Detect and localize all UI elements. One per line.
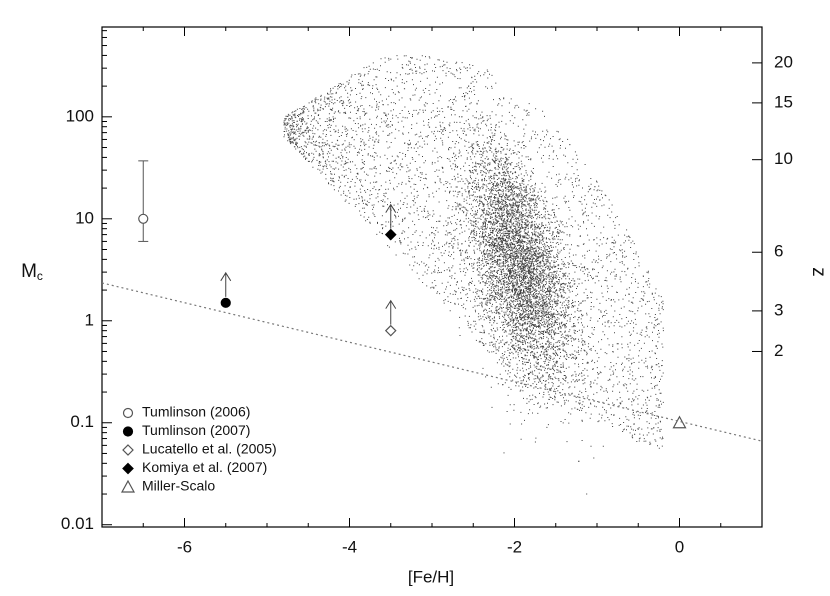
x-axis-label: [Fe/H]	[408, 567, 454, 586]
legend-label: Tumlinson (2006)	[142, 404, 250, 420]
legend-marker	[122, 407, 134, 419]
legend-marker	[122, 462, 134, 475]
legend-marker	[122, 444, 134, 456]
y-tick-label: 1	[85, 310, 94, 329]
y2-tick-label: 15	[774, 92, 793, 111]
y-tick-label: 100	[66, 106, 94, 125]
data-point	[672, 415, 687, 429]
y2-tick-label: 20	[774, 52, 793, 71]
y2-tick-label: 3	[774, 300, 783, 319]
legend-label: Komiya et al. (2007)	[142, 459, 267, 475]
y2-tick-label: 2	[774, 341, 783, 360]
data-point	[138, 213, 149, 224]
y-axis-label-main: M	[21, 261, 37, 282]
y-axis-label: Mc	[21, 261, 43, 283]
y2-tick-label: 6	[774, 242, 783, 261]
x-tick-label: 0	[675, 537, 684, 556]
model-cloud	[283, 55, 664, 495]
x-tick-label: -4	[342, 537, 357, 556]
y2-axis-label: z	[808, 267, 829, 277]
data-point	[384, 228, 397, 241]
legend-marker	[120, 479, 136, 493]
trend-line	[101, 282, 763, 442]
y-tick-label: 0.01	[61, 514, 94, 533]
x-tick-label: -2	[507, 537, 522, 556]
legend-label: Lucatello et al. (2005)	[142, 441, 277, 457]
y-tick-label: 0.1	[70, 412, 94, 431]
y-tick-label: 10	[75, 208, 94, 227]
data-point	[384, 324, 397, 337]
x-tick-label: -6	[177, 537, 192, 556]
legend-marker	[122, 426, 134, 437]
limit-arrow	[385, 203, 397, 229]
limit-arrow	[220, 271, 232, 297]
legend-label: Tumlinson (2007)	[142, 422, 250, 438]
data-point	[220, 297, 231, 308]
legend-label: Miller-Scalo	[142, 478, 215, 494]
limit-arrow	[385, 299, 397, 325]
y-axis-label-sub: c	[37, 269, 43, 283]
y2-tick-label: 10	[774, 149, 793, 168]
